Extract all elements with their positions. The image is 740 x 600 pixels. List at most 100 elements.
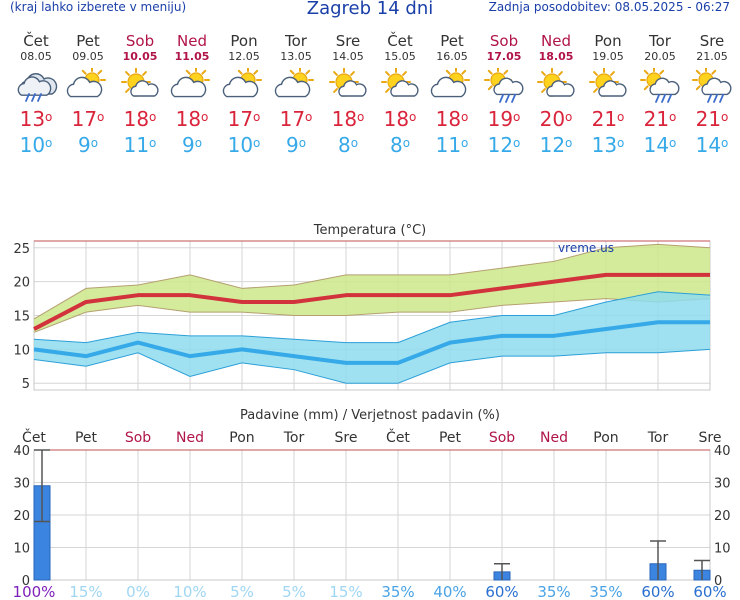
min-temperature-line — [33, 320, 710, 365]
day-name: Čet — [23, 32, 49, 50]
partly-cloudy-icon — [62, 66, 114, 104]
min-temperature: 9o — [181, 133, 203, 157]
header-note[interactable]: (kraj lahko izberete v meniju) — [10, 0, 187, 14]
max-temperature: 18o — [123, 107, 157, 131]
min-temperature: 10o — [19, 133, 53, 157]
day-column: Ned 18.05 20o 12o — [530, 32, 582, 158]
min-temperature: 9o — [77, 133, 99, 157]
day-column: Sob 10.05 18o 11o — [114, 32, 166, 158]
min-temperature: 11o — [435, 133, 469, 157]
day-date: 19.05 — [592, 50, 624, 63]
day-name: Sob — [489, 32, 519, 50]
min-temperature: 13o — [591, 133, 625, 157]
day-name: Pet — [76, 32, 100, 50]
max-temperature: 18o — [383, 107, 417, 131]
probability-label: 35% — [381, 583, 414, 600]
probability-label: 60% — [485, 583, 518, 600]
max-temperature: 17o — [227, 107, 261, 131]
x-tick-label: Pet — [75, 430, 98, 446]
y-tick-label-right: 20 — [714, 509, 731, 524]
x-tick-label: Sre — [335, 430, 358, 446]
day-date: 21.05 — [696, 50, 728, 63]
day-name: Pon — [594, 32, 622, 50]
y-tick-label: 30 — [13, 477, 30, 492]
sun-rain-icon — [478, 66, 530, 104]
y-tick-label: 40 — [13, 444, 30, 459]
probability-label: 5% — [230, 583, 254, 600]
min-temperature: 10o — [227, 133, 261, 157]
day-date: 12.05 — [228, 50, 260, 63]
y-tick-label: 20 — [13, 276, 30, 291]
min-temperature: 8o — [389, 133, 411, 157]
min-temperature: 8o — [337, 133, 359, 157]
day-date: 08.05 — [20, 50, 52, 63]
x-tick-label: Sre — [699, 430, 722, 446]
sun-cloud-icon — [114, 67, 166, 104]
x-tick-label: Sob — [489, 430, 515, 446]
max-temperature: 21o — [643, 107, 677, 131]
x-tick-label: Čet — [386, 428, 410, 446]
last-update: Zadnja posodobitev: 08.05.2025 - 06:27 — [488, 0, 730, 14]
day-column: Ned 11.05 18o 9o — [166, 32, 218, 158]
sun-cloud-icon — [322, 67, 374, 104]
day-date: 16.05 — [436, 50, 468, 63]
x-tick-label: Pet — [439, 430, 462, 446]
day-date: 20.05 — [644, 50, 676, 63]
probability-label: 40% — [433, 583, 466, 600]
min-temperature: 12o — [539, 133, 573, 157]
day-date: 14.05 — [332, 50, 364, 63]
probability-label: 0% — [126, 583, 150, 600]
max-temperature: 17o — [71, 107, 105, 131]
x-tick-label: Pon — [593, 430, 618, 446]
sun-cloud-icon — [530, 67, 582, 104]
min-temperature: 14o — [695, 133, 729, 157]
day-column: Sre 21.05 21o 14o — [686, 32, 738, 158]
min-temperature: 14o — [643, 133, 677, 157]
max-temperature: 21o — [695, 107, 729, 131]
max-temperature: 21o — [591, 107, 625, 131]
x-tick-label: Tor — [283, 430, 305, 446]
day-date: 13.05 — [280, 50, 312, 63]
partly-cloudy-icon — [218, 66, 270, 104]
day-date: 18.05 — [538, 50, 574, 63]
day-name: Sre — [699, 32, 725, 50]
y-tick-label: 10 — [13, 343, 30, 358]
partly-cloudy-icon — [166, 66, 218, 104]
y-tick-label: 20 — [13, 509, 30, 524]
temperature-chart: Temperatura (°C) 5 10 15 20 25 vreme.us — [13, 223, 711, 392]
max-temperature-band — [34, 244, 710, 333]
day-column: Tor 20.05 21o 14o — [634, 32, 686, 158]
sun-cloud-icon — [582, 67, 634, 104]
min-temperature-band-lower — [33, 348, 711, 384]
day-name: Pet — [440, 32, 464, 50]
probability-label: 100% — [13, 583, 56, 600]
day-name: Čet — [387, 32, 413, 50]
max-temperature: 18o — [331, 107, 365, 131]
day-name: Ned — [177, 32, 207, 50]
partly-cloudy-icon — [270, 66, 322, 104]
probability-label: 60% — [641, 583, 674, 600]
day-name: Ned — [541, 32, 571, 50]
y-tick-label-right: 0 — [714, 574, 722, 589]
y-tick-label-right: 40 — [714, 444, 731, 459]
probability-label: 60% — [693, 583, 726, 600]
x-tick-label: Pon — [229, 430, 254, 446]
day-column: Tor 13.05 17o 9o — [270, 32, 322, 158]
x-tick-label: Tor — [647, 430, 669, 446]
chart-title: Padavine (mm) / Verjetnost padavin (%) — [240, 408, 500, 423]
probability-label: 5% — [282, 583, 306, 600]
max-temperature: 18o — [175, 107, 209, 131]
max-temperature: 13o — [19, 107, 53, 131]
probability-label: 35% — [537, 583, 570, 600]
min-temperature: 12o — [487, 133, 521, 157]
min-temperature-band-upper — [33, 291, 711, 344]
chart-title: Temperatura (°C) — [313, 223, 426, 238]
day-name: Sob — [125, 32, 155, 50]
sun-rain-icon — [686, 66, 738, 104]
min-temperature: 9o — [285, 133, 307, 157]
min-temperature: 11o — [123, 133, 157, 157]
x-tick-label: Ned — [540, 430, 568, 446]
day-column: Sob 17.05 19o 12o — [478, 32, 530, 158]
day-date: 10.05 — [122, 50, 158, 63]
day-date: 17.05 — [486, 50, 522, 63]
